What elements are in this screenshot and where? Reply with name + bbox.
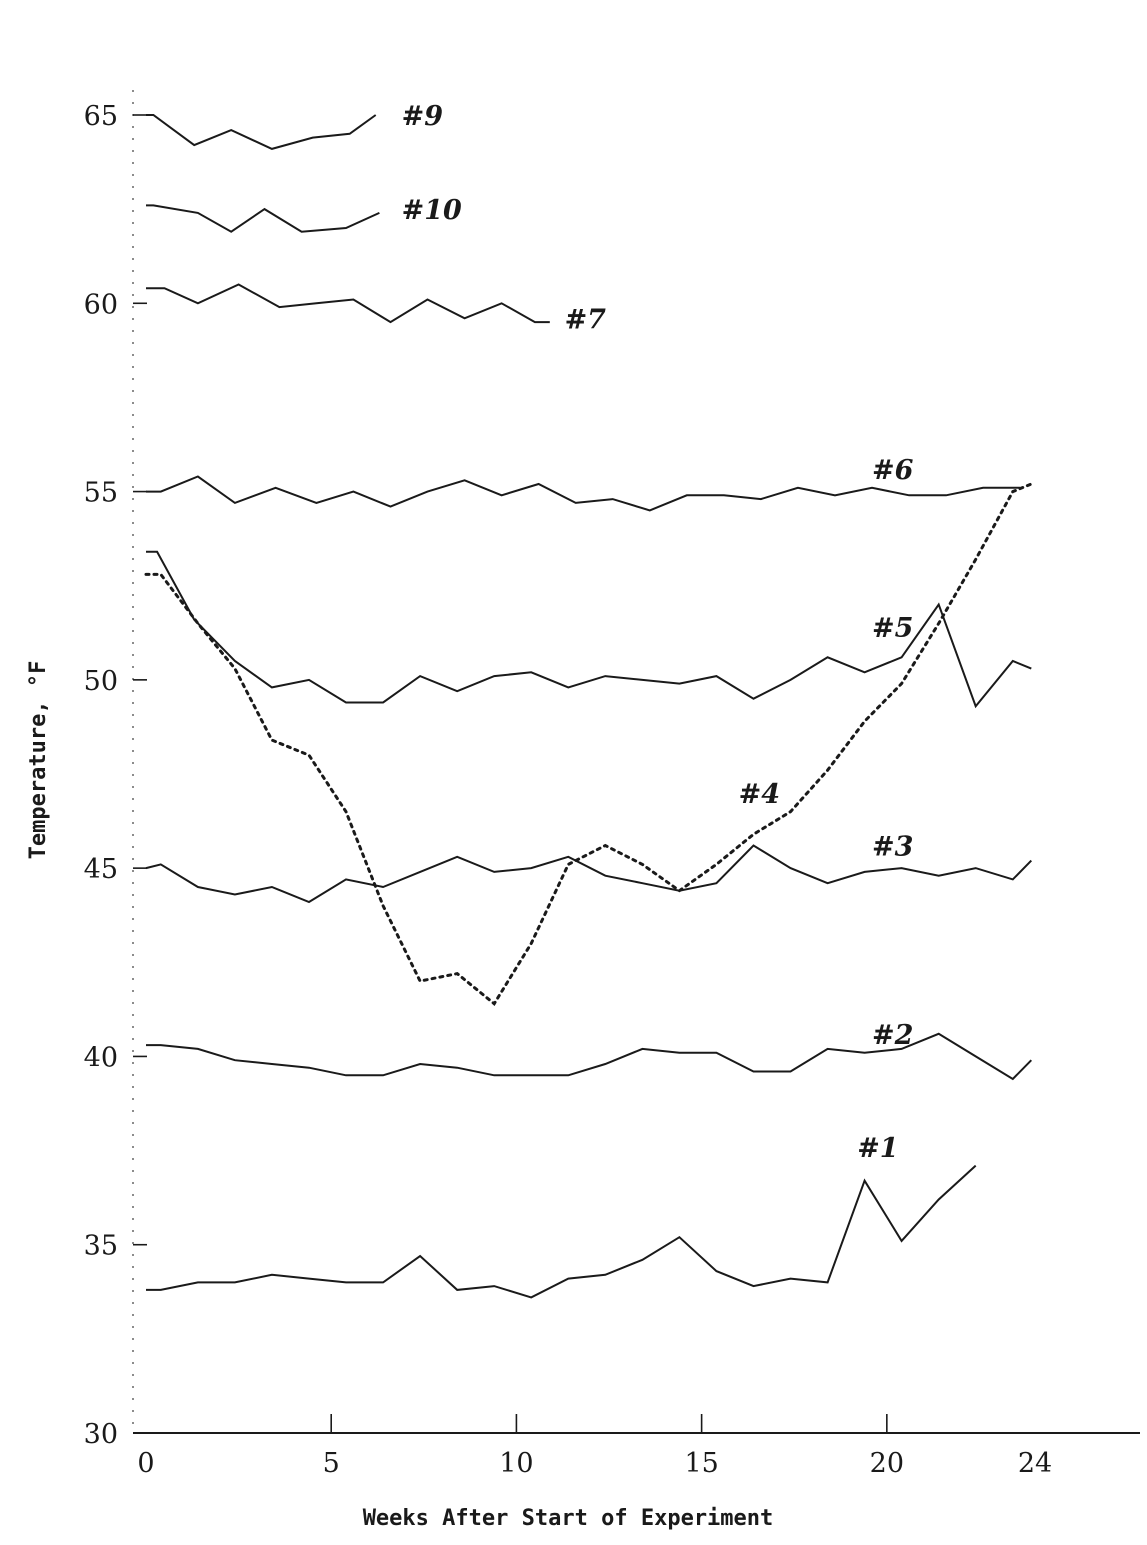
series-line-n10 bbox=[146, 204, 380, 233]
series-label: #5 bbox=[872, 613, 913, 644]
y-tick-label: 50 bbox=[84, 666, 118, 697]
series-label: #3 bbox=[872, 832, 913, 863]
x-tick-label: 0 bbox=[137, 1448, 154, 1479]
x-ticks: 0 5 10 15 20 24 bbox=[137, 1414, 1052, 1479]
y-tick-label: 30 bbox=[84, 1419, 118, 1450]
series-label: #7 bbox=[565, 304, 607, 335]
y-tick-label: 35 bbox=[84, 1231, 118, 1262]
series-labels: #9 #10 #7 #6 #5 #4 #3 #2 #1 bbox=[402, 101, 914, 1164]
series-label: #2 bbox=[872, 1020, 913, 1051]
y-tick-label: 40 bbox=[84, 1042, 118, 1073]
series-line-n5 bbox=[146, 550, 1032, 709]
series-lines bbox=[144, 114, 1033, 1299]
series-label: #1 bbox=[857, 1133, 898, 1164]
y-tick-label: 65 bbox=[84, 101, 118, 132]
x-tick-label: 10 bbox=[499, 1448, 533, 1479]
axes bbox=[132, 90, 1140, 1434]
series-label: #9 bbox=[402, 101, 444, 132]
series-label: #10 bbox=[402, 195, 462, 226]
x-tick-label: 24 bbox=[1018, 1448, 1052, 1479]
series-line-n2 bbox=[146, 1032, 1033, 1081]
y-tick-label: 45 bbox=[84, 854, 118, 885]
x-tick-label: 5 bbox=[323, 1448, 340, 1479]
x-tick-label: 15 bbox=[684, 1448, 718, 1479]
y-ticks: 30 35 40 45 50 55 60 65 bbox=[84, 101, 147, 1450]
x-tick-label: 20 bbox=[870, 1448, 904, 1479]
series-line-n1 bbox=[146, 1164, 977, 1299]
x-axis-title: Weeks After Start of Experiment bbox=[363, 1506, 774, 1531]
series-label: #6 bbox=[872, 455, 914, 486]
series-line-n4 bbox=[144, 482, 1033, 1006]
y-tick-label: 60 bbox=[84, 289, 118, 320]
series-line-n3 bbox=[145, 844, 1033, 904]
series-line-n9 bbox=[146, 114, 377, 150]
y-tick-label: 55 bbox=[84, 478, 118, 509]
series-line-n7 bbox=[146, 283, 550, 324]
y-axis-title: Temperature, °F bbox=[26, 661, 51, 860]
series-line-n6 bbox=[146, 475, 1021, 512]
series-label: #4 bbox=[739, 779, 780, 810]
